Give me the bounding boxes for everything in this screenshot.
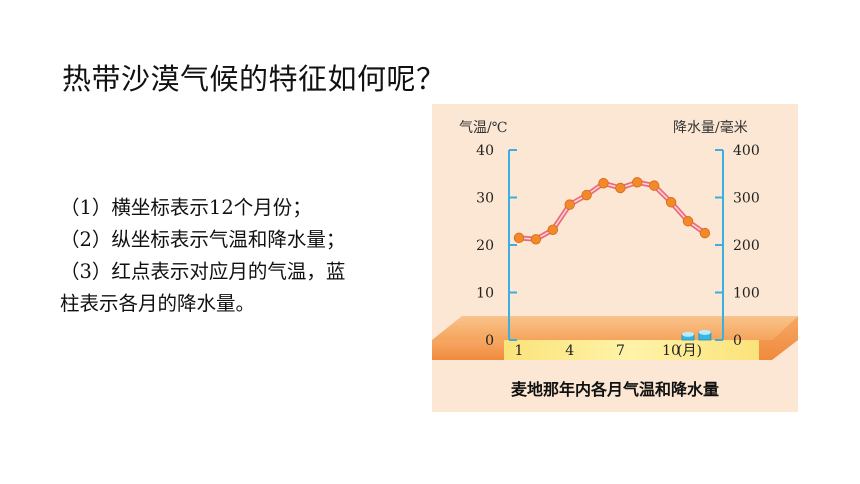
note-line-3: （3）红点表示对应月的气温，蓝 [60, 260, 346, 283]
temperature-point [513, 232, 525, 244]
temperature-point [564, 199, 575, 210]
temperature-point [699, 227, 711, 239]
precipitation-bar-top [698, 329, 711, 335]
left-tick-label: 10 [476, 286, 494, 302]
left-axis-label: 气温/℃ [459, 120, 507, 136]
x-axis-unit: (月) [677, 343, 702, 359]
temperature-point [632, 177, 643, 188]
right-axis-label: 降水量/毫米 [673, 119, 748, 136]
right-tick-label: 0 [733, 333, 742, 349]
left-tick-label: 30 [476, 191, 494, 207]
temperature-line [516, 179, 708, 242]
left-tick-label: 20 [476, 238, 494, 254]
right-tick-label: 200 [733, 238, 760, 254]
temperature-point [547, 224, 559, 236]
left-tick-label: 0 [485, 333, 494, 349]
note-line-1: （1）横坐标表示12个月份； [60, 196, 312, 219]
x-tick-label: 10 [662, 343, 680, 359]
temperature-point [665, 197, 677, 208]
month-band [504, 340, 759, 360]
temperature-point [598, 178, 609, 189]
right-tick-label: 100 [733, 286, 760, 302]
ground-band-left [432, 340, 504, 360]
left-tick-label: 40 [476, 143, 494, 159]
ground-band-right [759, 316, 798, 360]
climate-chart: 0 10 20 30 40 0 100 200 300 400 1 4 7 10 气温/℃ 降水量/毫… [432, 104, 798, 412]
temperature-point [581, 189, 592, 201]
x-tick-label: 7 [616, 343, 625, 359]
temperature-point [682, 216, 694, 227]
note-line-4: 柱表示各月的降水量。 [60, 292, 256, 315]
page-title: 热带沙漠气候的特征如何呢？ [62, 62, 446, 96]
chart-title: 麦地那年内各月气温和降水量 [511, 380, 719, 399]
chart-notes: （1）横坐标表示12个月份； （2）纵坐标表示气温和降水量； （3）红点表示对应… [60, 192, 428, 320]
right-tick-label: 300 [733, 191, 760, 207]
climate-chart-svg: 0 10 20 30 40 0 100 200 300 400 1 4 7 10 气温/℃ 降水量/毫… [432, 119, 798, 399]
right-tick-label: 400 [733, 143, 760, 159]
note-line-2: （2）纵坐标表示气温和降水量； [60, 228, 346, 251]
temperature-point [615, 182, 626, 194]
x-tick-label: 4 [565, 343, 574, 359]
x-tick-label: 1 [515, 343, 524, 359]
temperature-point [530, 234, 542, 245]
temperature-point [648, 180, 660, 191]
precipitation-bar-top [682, 331, 694, 337]
